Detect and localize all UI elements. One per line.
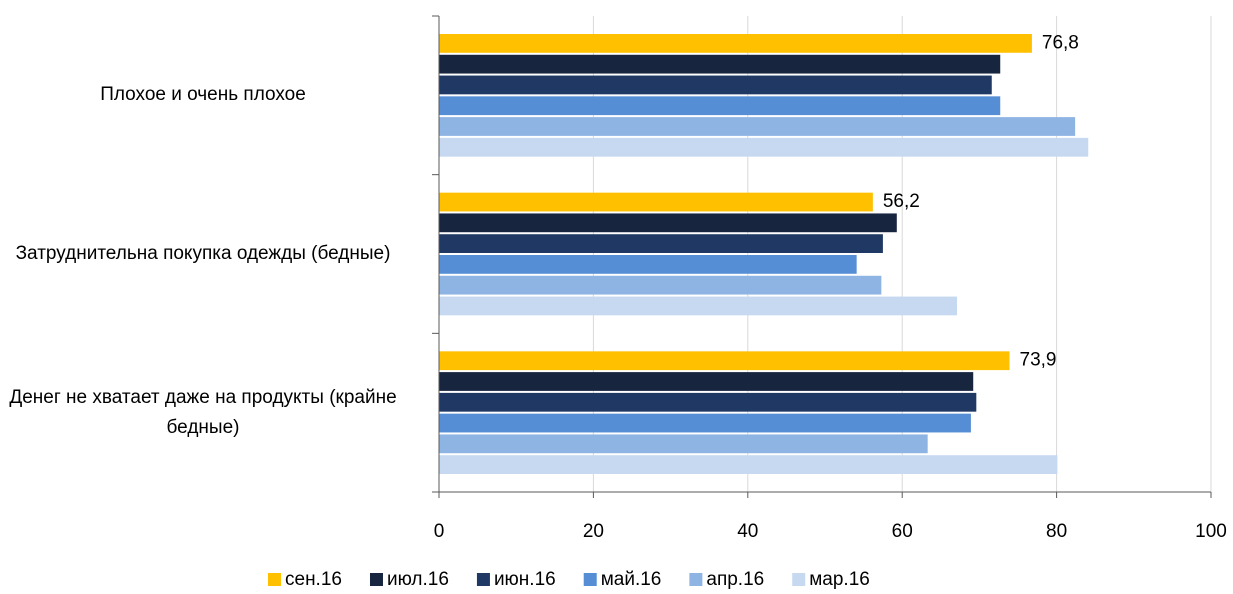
bar: [439, 117, 1076, 136]
legend-label: май.16: [601, 569, 662, 590]
value-label: 76,8: [1042, 32, 1079, 53]
bar: [439, 455, 1058, 474]
x-tick-label: 60: [892, 521, 913, 542]
value-label: 56,2: [883, 191, 920, 212]
x-tick-label: 20: [583, 521, 604, 542]
legend-label: июн.16: [494, 569, 556, 590]
legend-swatch: [476, 573, 490, 586]
legend-swatch: [268, 573, 281, 586]
legend-swatch: [369, 573, 383, 586]
bar: [439, 96, 1001, 116]
category-label: Денег не хватает даже на продукты (крайн…: [9, 386, 397, 438]
bar: [439, 34, 1032, 53]
bar: [439, 351, 1010, 371]
x-tick-label: 100: [1195, 521, 1227, 542]
legend-swatch: [583, 573, 597, 586]
bar: [439, 392, 977, 412]
bar: [439, 275, 882, 295]
bar: [439, 234, 883, 253]
x-tick-label: 0: [434, 521, 445, 542]
bar: [439, 413, 971, 433]
bar: [439, 54, 1001, 74]
bar: [439, 137, 1089, 157]
bar: [439, 372, 974, 391]
legend-label: сен.16: [285, 569, 342, 590]
legend-label: апр.16: [706, 569, 764, 590]
bar: [439, 192, 873, 212]
x-tick-label: 80: [1046, 521, 1067, 542]
x-tick-label: 40: [737, 521, 758, 542]
legend-label: мар.16: [809, 569, 870, 590]
category-label: Плохое и очень плохое: [100, 84, 306, 106]
bar: [439, 213, 897, 233]
category-label: Затруднительна покупка одежды (бедные): [15, 243, 391, 264]
bar: [439, 75, 992, 95]
bar: [439, 255, 857, 274]
legend-label: июл.16: [387, 569, 449, 590]
value-label: 73,9: [1020, 350, 1057, 371]
bar: [439, 434, 928, 454]
bar: [439, 296, 958, 316]
legend-swatch: [792, 573, 806, 586]
legend-swatch: [689, 573, 703, 586]
